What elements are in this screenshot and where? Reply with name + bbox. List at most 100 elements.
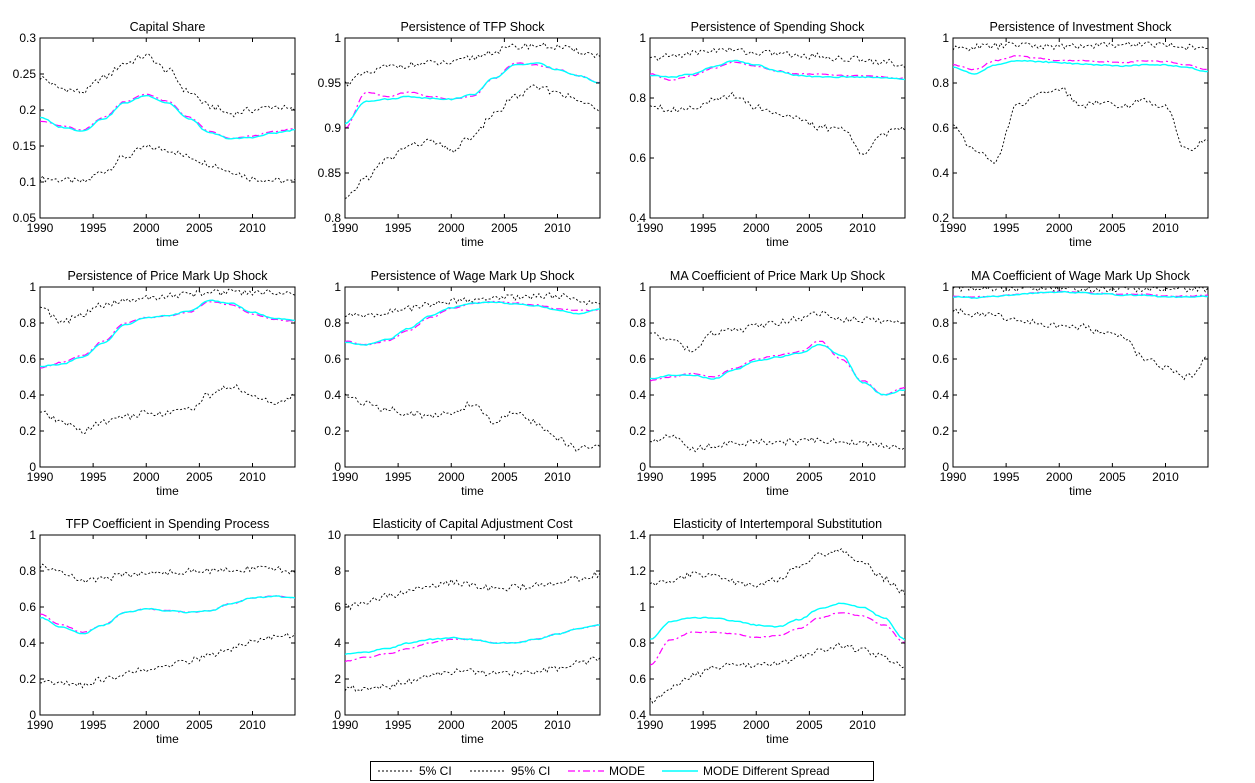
x-axis-label: time xyxy=(766,235,789,249)
y-tick-label: 0.85 xyxy=(318,166,342,180)
y-tick-label: 0.4 xyxy=(629,388,646,402)
series-line-mode xyxy=(40,93,295,140)
y-tick-label: 0 xyxy=(639,460,646,474)
y-tick-label: 1 xyxy=(942,31,949,45)
x-axis-label: time xyxy=(156,235,179,249)
x-tick-label: 2000 xyxy=(438,470,465,484)
x-tick-label: 2000 xyxy=(743,718,770,732)
y-tick-label: 0.8 xyxy=(19,564,36,578)
series-line-spread xyxy=(345,301,600,346)
panel-0: Capital Share 1990 1995 2000 2005 2010 0.05 0.1… xyxy=(13,20,296,249)
y-tick-label: 0.4 xyxy=(19,388,36,402)
x-tick-label: 2000 xyxy=(133,470,160,484)
series-line-spread xyxy=(40,95,295,140)
x-axis-label: time xyxy=(766,732,789,746)
legend-label-spread: MODE Different Spread xyxy=(703,764,830,778)
series-line-ci95 xyxy=(650,310,905,353)
panel-title: Capital Share xyxy=(130,20,206,34)
y-tick-label: 0.8 xyxy=(932,316,949,330)
legend-item-spread: MODE Different Spread xyxy=(661,762,830,780)
y-tick-label: 4 xyxy=(334,636,341,650)
series-line-spread xyxy=(345,62,600,125)
legend-item-ci5: 5% CI xyxy=(377,762,452,780)
panel-title: MA Coefficient of Price Mark Up Shock xyxy=(670,269,886,283)
x-tick-label: 2000 xyxy=(743,470,770,484)
plot-area xyxy=(649,37,906,219)
panel-title: Persistence of Spending Shock xyxy=(691,20,865,34)
plot-area xyxy=(649,534,906,716)
x-tick-label: 2005 xyxy=(491,718,518,732)
x-tick-label: 1990 xyxy=(637,718,664,732)
series-line-spread xyxy=(650,59,905,81)
y-tick-label: 1 xyxy=(639,31,646,45)
panel-title: Elasticity of Capital Adjustment Cost xyxy=(372,517,573,531)
y-tick-label: 0 xyxy=(942,460,949,474)
x-tick-label: 1990 xyxy=(27,718,54,732)
panel-10: Elasticity of Intertemporal Substitution… xyxy=(629,517,906,746)
y-tick-label: 6 xyxy=(334,600,341,614)
x-tick-label: 1990 xyxy=(940,470,967,484)
series-line-spread xyxy=(40,299,295,368)
y-tick-label: 1 xyxy=(639,600,646,614)
x-axis-label: time xyxy=(766,484,789,498)
y-tick-label: 0.6 xyxy=(324,352,341,366)
x-tick-label: 2005 xyxy=(796,221,823,235)
y-tick-label: 1 xyxy=(334,280,341,294)
panel-1: Persistence of TFP Shock 1990 1995 2000 2005… xyxy=(318,20,601,249)
x-tick-label: 2010 xyxy=(239,718,266,732)
y-tick-label: 1.4 xyxy=(629,528,646,542)
x-tick-label: 1995 xyxy=(690,221,717,235)
x-tick-label: 2005 xyxy=(1099,221,1126,235)
series-line-spread xyxy=(650,343,905,396)
y-tick-label: 1 xyxy=(334,31,341,45)
y-tick-label: 0.4 xyxy=(19,636,36,650)
x-tick-label: 2000 xyxy=(743,221,770,235)
x-tick-label: 2000 xyxy=(438,718,465,732)
series-line-mode xyxy=(345,300,600,346)
plot-area xyxy=(649,286,906,468)
x-axis-label: time xyxy=(461,484,484,498)
series-line-ci95 xyxy=(953,41,1208,52)
plot-area xyxy=(344,286,601,468)
panel-5: Persistence of Wage Mark Up Shock 1990 199… xyxy=(324,269,601,498)
x-tick-label: 2010 xyxy=(849,718,876,732)
y-tick-label: 0.8 xyxy=(629,91,646,105)
panel-2: Persistence of Spending Shock 1990 1995 200… xyxy=(629,20,906,249)
plot-area xyxy=(344,37,601,219)
x-tick-label: 1990 xyxy=(332,470,359,484)
plot-area xyxy=(39,37,296,219)
x-tick-label: 2005 xyxy=(186,221,213,235)
x-tick-label: 1990 xyxy=(637,221,664,235)
x-tick-label: 2010 xyxy=(1152,221,1179,235)
series-line-ci5 xyxy=(345,84,600,199)
y-tick-label: 1 xyxy=(942,280,949,294)
x-tick-label: 2005 xyxy=(491,470,518,484)
x-tick-label: 1995 xyxy=(385,221,412,235)
y-tick-label: 0 xyxy=(334,460,341,474)
panel-4: Persistence of Price Mark Up Shock 1990 19… xyxy=(19,269,296,498)
series-line-ci95 xyxy=(40,288,295,325)
series-line-spread xyxy=(650,602,905,641)
x-tick-label: 1995 xyxy=(993,221,1020,235)
x-tick-label: 2010 xyxy=(544,221,571,235)
panel-title: Persistence of Investment Shock xyxy=(989,20,1172,34)
y-tick-label: 0.6 xyxy=(629,352,646,366)
x-axis-label: time xyxy=(461,732,484,746)
x-tick-label: 1995 xyxy=(80,470,107,484)
x-tick-label: 2005 xyxy=(796,718,823,732)
y-tick-label: 0.2 xyxy=(19,672,36,686)
y-tick-label: 0.6 xyxy=(932,352,949,366)
y-tick-label: 0 xyxy=(29,708,36,722)
y-tick-label: 0.8 xyxy=(324,316,341,330)
legend-item-ci95: 95% CI xyxy=(469,762,550,780)
x-tick-label: 1995 xyxy=(80,221,107,235)
series-line-mode xyxy=(953,55,1208,71)
x-tick-label: 1995 xyxy=(993,470,1020,484)
y-tick-label: 0.05 xyxy=(13,211,37,225)
series-line-ci5 xyxy=(40,384,295,435)
panel-title: Persistence of Price Mark Up Shock xyxy=(67,269,268,283)
x-tick-label: 1995 xyxy=(385,718,412,732)
series-line-ci95 xyxy=(40,53,295,118)
series-line-ci5 xyxy=(953,307,1208,381)
